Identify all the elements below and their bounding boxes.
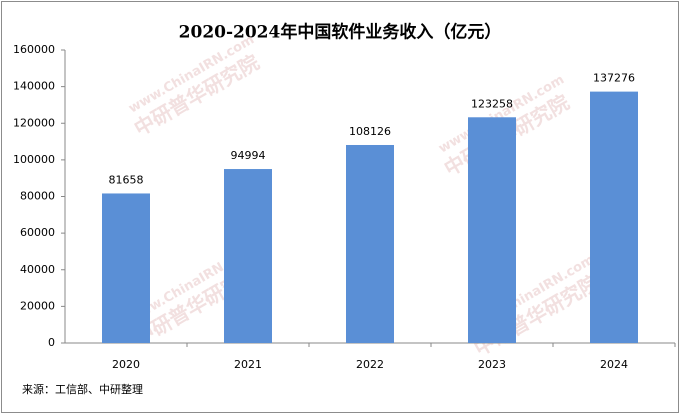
y-tick-label: 40000 xyxy=(20,263,55,276)
x-tick-label: 2022 xyxy=(356,358,384,371)
data-label: 137276 xyxy=(593,72,635,85)
data-label: 123258 xyxy=(471,97,513,110)
y-tick-label: 140000 xyxy=(13,80,55,93)
bar xyxy=(346,144,394,343)
y-tick-label: 80000 xyxy=(20,190,55,203)
source-note: 来源：工信部、中研整理 xyxy=(22,382,143,396)
bar xyxy=(590,91,638,343)
x-tick-label: 2021 xyxy=(234,358,262,371)
data-label: 81658 xyxy=(109,173,144,186)
x-tick-label: 2020 xyxy=(112,358,140,371)
bar xyxy=(468,117,516,344)
bar xyxy=(102,193,150,343)
y-tick-label: 20000 xyxy=(20,299,55,312)
y-tick-label: 0 xyxy=(48,336,55,349)
x-tick-label: 2023 xyxy=(478,358,506,371)
y-tick-label: 160000 xyxy=(13,43,55,56)
y-tick-label: 120000 xyxy=(13,116,55,129)
y-tick-label: 60000 xyxy=(20,226,55,239)
chart-title: 2020-2024年中国软件业务收入（亿元） xyxy=(179,22,502,43)
data-label: 108126 xyxy=(349,125,391,138)
x-tick-label: 2024 xyxy=(600,358,628,371)
y-tick-label: 100000 xyxy=(13,153,55,166)
bar xyxy=(224,169,272,343)
data-label: 94994 xyxy=(231,149,266,162)
